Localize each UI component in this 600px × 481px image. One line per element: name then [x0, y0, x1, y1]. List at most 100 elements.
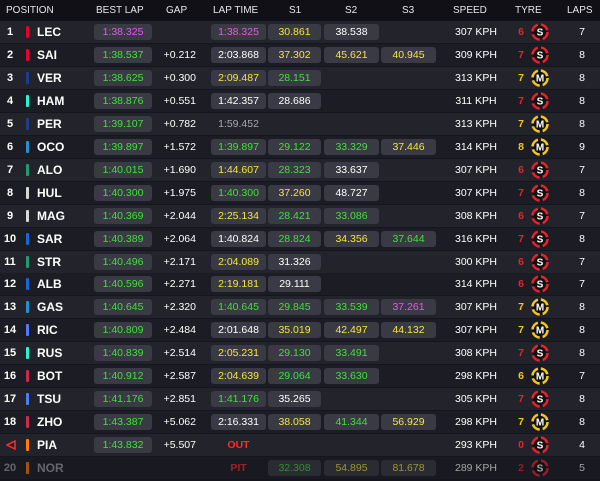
tyre-compound: S [537, 234, 544, 245]
tyre-icon: S [531, 436, 549, 454]
speed: 314 KPH [454, 140, 498, 153]
column-header: SPEED [453, 5, 487, 16]
lap-time: 2:09.487 [211, 69, 266, 86]
best-lap: 1:39.897 [94, 138, 152, 155]
driver-code: BOT [37, 369, 63, 384]
speed: 311 KPH [455, 94, 497, 107]
driver-row: 9 MAG 1:40.369 +2.044 2:25.134 28.421 33.086 30… [0, 204, 600, 227]
tyre-compound: S [537, 441, 544, 452]
tyre-laps: 6 [518, 163, 524, 176]
tyre-compound: S [537, 96, 544, 107]
gap: +2.484 [163, 324, 196, 337]
sector-1: 31.326 [268, 253, 321, 270]
lap-time: 2:04.089 [211, 253, 266, 270]
tyre-laps: 6 [518, 278, 524, 291]
laps: 7 [579, 278, 585, 291]
sector-1: 29.111 [268, 276, 321, 293]
laps: 8 [579, 393, 585, 406]
sector-2: 34.356 [324, 230, 379, 247]
lap-time: 1:40.645 [211, 299, 266, 316]
speed: 316 KPH [454, 232, 498, 245]
best-lap: 1:38.537 [94, 46, 152, 63]
laps: 8 [579, 48, 585, 61]
driver-code: SAI [37, 47, 58, 62]
sector-3: 44.132 [381, 322, 436, 339]
sector-2: 48.727 [324, 184, 379, 201]
lap-time: 2:05.231 [211, 345, 266, 362]
lap-time: 1:39.897 [211, 138, 266, 155]
best-lap: 1:40.645 [94, 299, 152, 316]
position: 18 [3, 416, 17, 429]
gap: +0.300 [163, 71, 196, 84]
team-bar [26, 48, 29, 61]
tyre-compound: M [536, 326, 544, 337]
gap: +2.851 [163, 393, 196, 406]
team-bar [26, 94, 29, 107]
gap: +0.212 [163, 48, 196, 61]
position: 8 [6, 186, 14, 199]
tyre-icon: S [531, 46, 549, 64]
driver-row: 2 SAI 1:38.537 +0.212 2:03.868 37.302 45.621 40… [0, 43, 600, 66]
sector-1: 35.265 [268, 391, 321, 408]
driver-code: SAR [37, 231, 63, 246]
laps: 8 [579, 324, 585, 337]
driver-code: TSU [37, 392, 61, 407]
sector-2: 33.637 [324, 161, 379, 178]
position: 17 [3, 393, 17, 406]
speed: 313 KPH [454, 71, 498, 84]
team-bar [26, 462, 29, 475]
tyre-icon: M [531, 69, 549, 87]
tyre-ring [531, 160, 549, 179]
laps: 8 [579, 117, 585, 130]
speed: 314 KPH [454, 278, 498, 291]
tyre-icon: S [531, 206, 549, 225]
speed: 293 KPH [454, 439, 498, 452]
driver-row: 18 ZHO 1:43.387 +5.062 2:16.331 38.058 41.344 5… [0, 411, 600, 434]
tyre-laps: 7 [518, 232, 524, 245]
lap-time: 1:59.452 [218, 117, 259, 130]
speed: 298 KPH [454, 416, 498, 429]
sector-2: 42.497 [324, 322, 379, 339]
speed: 305 KPH [454, 393, 498, 406]
column-header: BEST LAP [96, 5, 144, 16]
sector-3: 37.261 [381, 299, 436, 316]
tyre-compound: S [537, 28, 544, 39]
laps: 8 [579, 186, 585, 199]
tyre-ring [531, 321, 549, 340]
column-header: TYRE [515, 5, 542, 16]
gap: +2.514 [163, 347, 196, 360]
tyre-icon: S [531, 275, 549, 294]
sector-2: 33.086 [324, 207, 379, 224]
best-lap: 1:38.325 [94, 24, 152, 40]
tyre-compound: M [536, 303, 544, 314]
best-lap: 1:40.389 [94, 230, 152, 247]
lap-time: 1:38.325 [211, 24, 266, 40]
laps: 7 [579, 163, 585, 176]
speed: 307 KPH [454, 163, 498, 176]
speed: 307 KPH [454, 301, 498, 314]
tyre-ring [531, 92, 549, 110]
team-bar [26, 370, 29, 383]
tyre-ring [531, 137, 549, 156]
tyre-ring [531, 206, 549, 225]
position: 13 [3, 301, 17, 314]
position: 5 [6, 117, 14, 130]
tyre-laps: 6 [518, 255, 524, 268]
tyre-compound: M [536, 73, 544, 84]
tyre-ring [531, 229, 549, 248]
driver-code: VER [37, 70, 62, 85]
best-lap: 1:40.496 [94, 253, 152, 270]
speed: 289 KPH [454, 462, 498, 475]
gap: +1.690 [163, 163, 196, 176]
lap-time: 2:04.639 [211, 368, 266, 385]
tyre-compound: S [537, 188, 544, 199]
team-bar [26, 347, 29, 360]
lap-time: 2:19.181 [211, 276, 266, 293]
speed: 307 KPH [454, 26, 498, 38]
laps: 7 [579, 255, 585, 268]
tyre-laps: 6 [518, 370, 524, 383]
position: 11 [4, 255, 16, 268]
gap: +2.320 [163, 301, 196, 314]
position: 6 [6, 140, 14, 153]
driver-row: 6 OCO 1:39.897 +1.572 1:39.897 29.122 33.329 37… [0, 135, 600, 158]
